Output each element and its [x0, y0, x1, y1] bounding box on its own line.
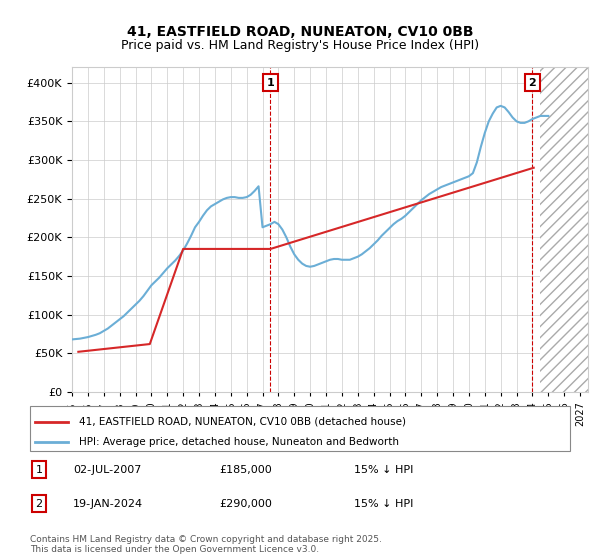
Text: Contains HM Land Registry data © Crown copyright and database right 2025.
This d: Contains HM Land Registry data © Crown c… [30, 535, 382, 554]
Text: HPI: Average price, detached house, Nuneaton and Bedworth: HPI: Average price, detached house, Nune… [79, 437, 398, 447]
Text: 02-JUL-2007: 02-JUL-2007 [73, 464, 142, 474]
Text: 2: 2 [529, 78, 536, 88]
Text: Price paid vs. HM Land Registry's House Price Index (HPI): Price paid vs. HM Land Registry's House … [121, 39, 479, 52]
Text: 1: 1 [266, 78, 274, 88]
FancyBboxPatch shape [30, 406, 570, 451]
Text: 2: 2 [35, 499, 43, 508]
Text: 41, EASTFIELD ROAD, NUNEATON, CV10 0BB (detached house): 41, EASTFIELD ROAD, NUNEATON, CV10 0BB (… [79, 417, 406, 427]
Text: 19-JAN-2024: 19-JAN-2024 [73, 499, 143, 508]
Text: £290,000: £290,000 [219, 499, 272, 508]
Text: £185,000: £185,000 [219, 464, 272, 474]
Text: 15% ↓ HPI: 15% ↓ HPI [354, 464, 413, 474]
Text: 1: 1 [35, 464, 43, 474]
Text: 15% ↓ HPI: 15% ↓ HPI [354, 499, 413, 508]
Text: 41, EASTFIELD ROAD, NUNEATON, CV10 0BB: 41, EASTFIELD ROAD, NUNEATON, CV10 0BB [127, 25, 473, 39]
